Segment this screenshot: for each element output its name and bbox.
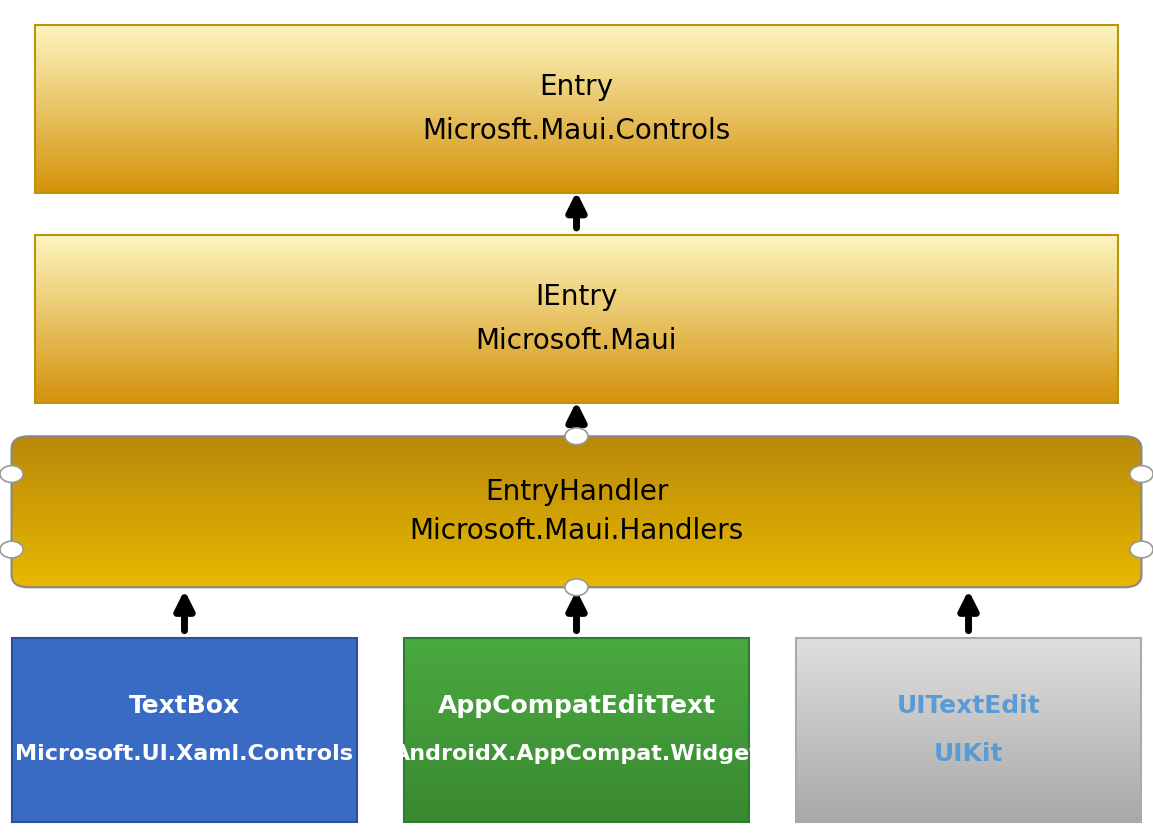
Circle shape bbox=[0, 466, 23, 482]
Bar bbox=[12, 638, 357, 822]
Bar bbox=[35, 25, 1118, 193]
Bar bbox=[796, 638, 1141, 822]
Circle shape bbox=[0, 541, 23, 558]
Bar bbox=[35, 235, 1118, 403]
Text: UITextEdit: UITextEdit bbox=[897, 694, 1040, 718]
Circle shape bbox=[1130, 541, 1153, 558]
Text: TextBox: TextBox bbox=[129, 694, 240, 718]
Text: Microsft.Maui.Controls: Microsft.Maui.Controls bbox=[422, 117, 731, 145]
Circle shape bbox=[565, 579, 588, 596]
Text: Microsoft.UI.Xaml.Controls: Microsoft.UI.Xaml.Controls bbox=[15, 744, 354, 764]
Circle shape bbox=[1130, 466, 1153, 482]
Text: AndroidX.AppCompat.Widget: AndroidX.AppCompat.Widget bbox=[392, 744, 761, 764]
Text: Microsoft.Maui.Handlers: Microsoft.Maui.Handlers bbox=[409, 518, 744, 545]
Text: UIKit: UIKit bbox=[934, 742, 1003, 766]
Text: Entry: Entry bbox=[540, 73, 613, 102]
Circle shape bbox=[565, 428, 588, 445]
Bar bbox=[404, 638, 749, 822]
Text: EntryHandler: EntryHandler bbox=[484, 478, 669, 506]
Text: AppCompatEditText: AppCompatEditText bbox=[437, 694, 716, 718]
Text: IEntry: IEntry bbox=[535, 283, 618, 311]
Text: Microsoft.Maui: Microsoft.Maui bbox=[476, 326, 677, 355]
